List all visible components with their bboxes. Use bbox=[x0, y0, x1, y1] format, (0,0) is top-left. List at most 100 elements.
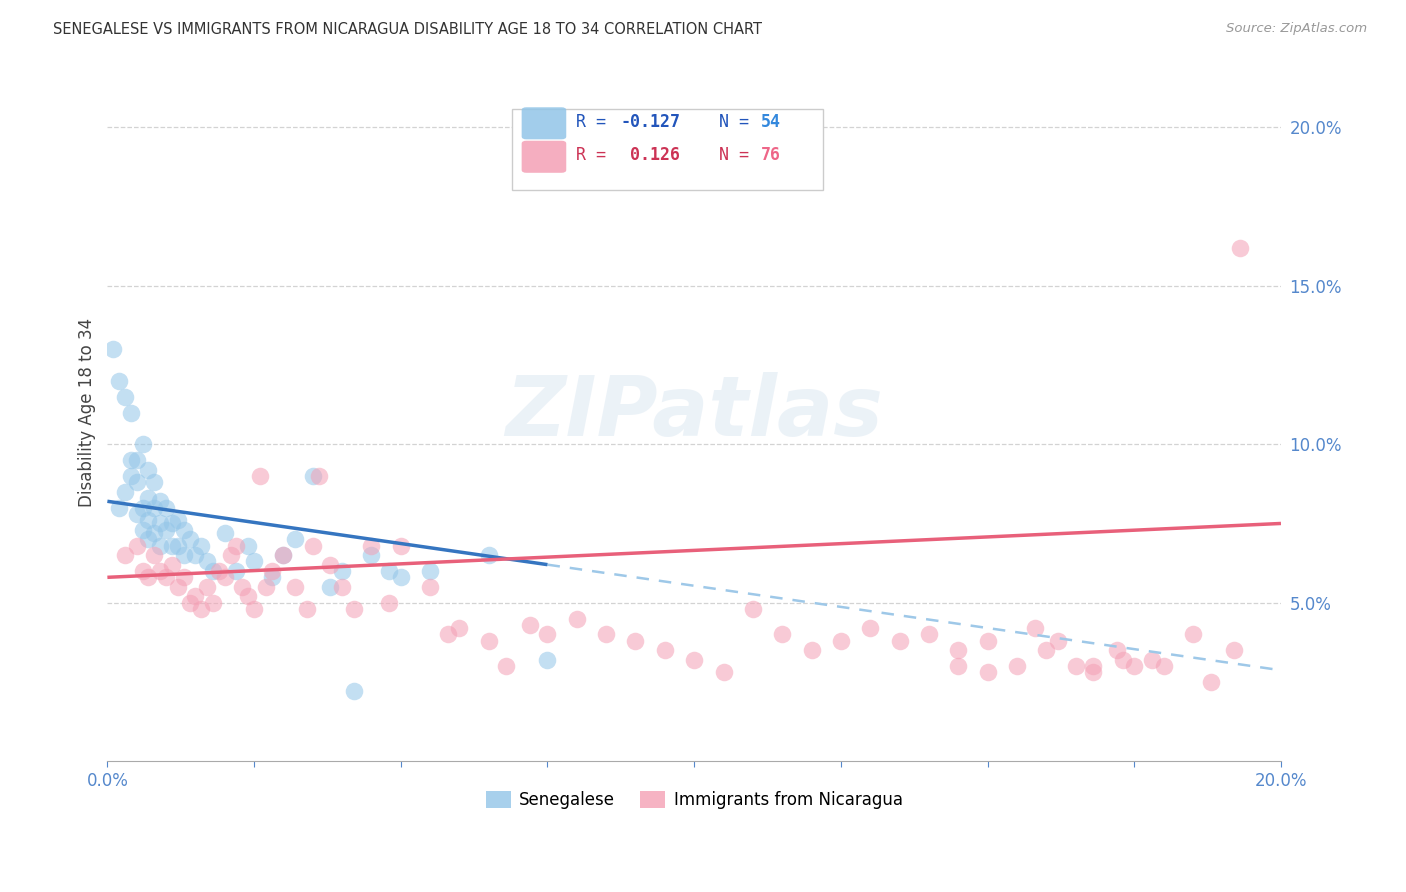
Point bbox=[273, 548, 295, 562]
Point bbox=[301, 539, 323, 553]
Text: R =: R = bbox=[575, 146, 616, 164]
Point bbox=[166, 513, 188, 527]
Point bbox=[1105, 643, 1128, 657]
Point bbox=[219, 548, 242, 562]
Text: 76: 76 bbox=[761, 146, 782, 164]
Point bbox=[155, 570, 177, 584]
Point bbox=[1024, 621, 1046, 635]
Point bbox=[284, 580, 307, 594]
Point bbox=[149, 564, 172, 578]
Point bbox=[948, 643, 970, 657]
Point bbox=[201, 564, 224, 578]
Point bbox=[143, 525, 166, 540]
Y-axis label: Disability Age 18 to 34: Disability Age 18 to 34 bbox=[79, 318, 96, 508]
Point bbox=[1035, 643, 1057, 657]
Point bbox=[419, 564, 441, 578]
Point bbox=[249, 469, 271, 483]
FancyBboxPatch shape bbox=[522, 107, 567, 139]
Point bbox=[319, 558, 342, 572]
Point bbox=[108, 374, 131, 388]
Point bbox=[1005, 659, 1028, 673]
Text: 0.126: 0.126 bbox=[620, 146, 681, 164]
Point bbox=[284, 533, 307, 547]
Point bbox=[149, 494, 172, 508]
Point bbox=[330, 564, 353, 578]
Point bbox=[225, 564, 247, 578]
Point bbox=[360, 539, 382, 553]
FancyBboxPatch shape bbox=[512, 110, 824, 189]
Point bbox=[254, 580, 277, 594]
Point bbox=[1046, 633, 1069, 648]
Point bbox=[143, 548, 166, 562]
Point bbox=[243, 602, 266, 616]
Point bbox=[143, 500, 166, 515]
Point bbox=[273, 548, 295, 562]
Point bbox=[1064, 659, 1087, 673]
Point bbox=[378, 564, 401, 578]
Point bbox=[308, 469, 330, 483]
Point bbox=[378, 596, 401, 610]
Point bbox=[238, 590, 260, 604]
Point bbox=[131, 523, 153, 537]
Point bbox=[389, 539, 412, 553]
Point bbox=[654, 643, 676, 657]
Point bbox=[1199, 674, 1222, 689]
Point bbox=[160, 516, 183, 531]
Point bbox=[918, 627, 941, 641]
Point bbox=[143, 475, 166, 490]
Point bbox=[343, 602, 366, 616]
Point bbox=[173, 523, 195, 537]
Point bbox=[1223, 643, 1246, 657]
Point bbox=[155, 500, 177, 515]
Text: Source: ZipAtlas.com: Source: ZipAtlas.com bbox=[1226, 22, 1367, 36]
Point bbox=[231, 580, 253, 594]
Point bbox=[103, 342, 125, 356]
Text: N =: N = bbox=[699, 113, 759, 131]
Point bbox=[138, 533, 160, 547]
Point bbox=[195, 554, 218, 568]
Point bbox=[419, 580, 441, 594]
Point bbox=[243, 554, 266, 568]
Point bbox=[1140, 653, 1163, 667]
Point bbox=[330, 580, 353, 594]
Point bbox=[565, 611, 588, 625]
Point bbox=[225, 539, 247, 553]
Point bbox=[449, 621, 471, 635]
Point bbox=[208, 564, 231, 578]
Text: 54: 54 bbox=[761, 113, 782, 131]
Point bbox=[1083, 665, 1105, 680]
Point bbox=[138, 462, 160, 476]
Point bbox=[114, 484, 136, 499]
Point bbox=[120, 453, 142, 467]
Point bbox=[125, 453, 148, 467]
Point bbox=[1123, 659, 1146, 673]
Text: -0.127: -0.127 bbox=[620, 113, 681, 131]
Point bbox=[713, 665, 735, 680]
Point bbox=[131, 564, 153, 578]
Point bbox=[595, 627, 617, 641]
Point bbox=[131, 437, 153, 451]
Point bbox=[190, 539, 212, 553]
Point bbox=[1111, 653, 1133, 667]
Point bbox=[389, 570, 412, 584]
Point bbox=[160, 558, 183, 572]
Point bbox=[138, 513, 160, 527]
Point bbox=[179, 596, 201, 610]
Point bbox=[190, 602, 212, 616]
Point bbox=[160, 539, 183, 553]
Text: R =: R = bbox=[575, 113, 616, 131]
Point bbox=[138, 491, 160, 505]
Point bbox=[166, 539, 188, 553]
Point bbox=[495, 659, 517, 673]
Point bbox=[195, 580, 218, 594]
Legend: Senegalese, Immigrants from Nicaragua: Senegalese, Immigrants from Nicaragua bbox=[479, 784, 910, 815]
Point bbox=[260, 564, 283, 578]
Point bbox=[149, 539, 172, 553]
Point bbox=[155, 523, 177, 537]
Point bbox=[741, 602, 763, 616]
Point bbox=[976, 665, 998, 680]
Point bbox=[125, 475, 148, 490]
Point bbox=[800, 643, 823, 657]
Point bbox=[120, 469, 142, 483]
Point bbox=[319, 580, 342, 594]
